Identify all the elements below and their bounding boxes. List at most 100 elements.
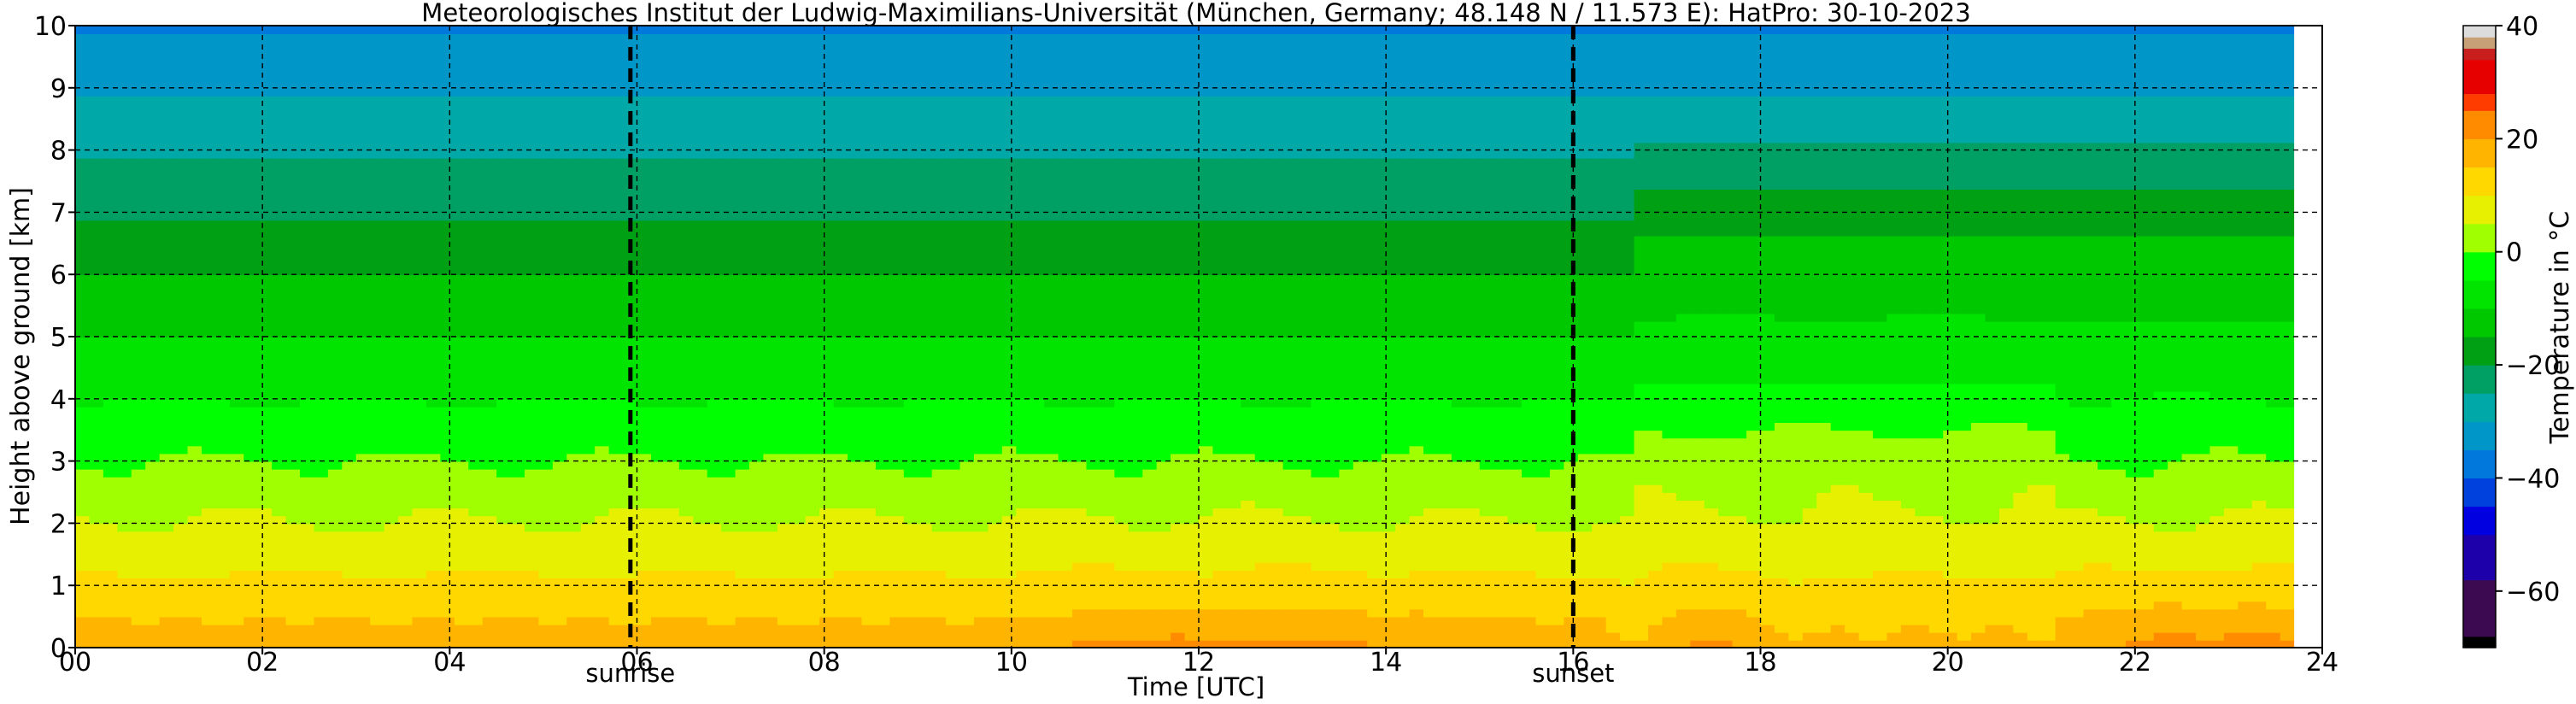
heatmap-cell <box>819 538 835 548</box>
heatmap-cell <box>665 344 680 354</box>
heatmap-cell <box>566 585 582 595</box>
heatmap-cell <box>595 344 610 354</box>
heatmap-cell <box>538 189 554 198</box>
heatmap-cell <box>791 570 807 578</box>
heatmap-cell <box>285 250 301 260</box>
heatmap-cell <box>552 165 568 174</box>
heatmap-cell <box>665 538 680 548</box>
heatmap-cell <box>244 150 259 159</box>
heatmap-cell <box>370 150 385 159</box>
heatmap-cell <box>805 243 821 252</box>
heatmap-cell <box>384 313 399 322</box>
heatmap-cell <box>201 328 217 337</box>
heatmap-cell <box>805 601 821 610</box>
heatmap-cell <box>244 344 259 354</box>
heatmap-cell <box>552 492 568 501</box>
heatmap-cell <box>946 538 961 548</box>
heatmap-cell <box>468 250 484 260</box>
heatmap-cell <box>889 337 905 345</box>
heatmap-cell <box>665 398 680 408</box>
heatmap-cell <box>257 484 273 493</box>
heatmap-cell <box>777 492 793 501</box>
heatmap-cell <box>103 406 119 415</box>
heatmap-cell <box>678 578 695 587</box>
heatmap-cell <box>342 290 357 299</box>
heatmap-cell <box>595 181 610 190</box>
heatmap-cell <box>145 305 161 314</box>
heatmap-cell <box>918 204 933 214</box>
heatmap-cell <box>75 608 91 618</box>
heatmap-cell <box>482 64 498 73</box>
heatmap-cell <box>75 320 91 330</box>
heatmap-cell <box>678 259 695 267</box>
heatmap-cell <box>496 305 512 314</box>
heatmap-cell <box>721 119 736 128</box>
heatmap-cell <box>103 546 119 555</box>
heatmap-cell <box>721 197 736 206</box>
heatmap-cell <box>468 282 484 291</box>
heatmap-cell <box>229 608 245 618</box>
heatmap-cell <box>384 95 399 104</box>
heatmap-cell <box>763 531 778 540</box>
heatmap-cell <box>412 453 427 462</box>
heatmap-cell <box>665 578 680 587</box>
heatmap-cell <box>946 531 961 540</box>
heatmap-cell <box>173 64 189 73</box>
heatmap-cell <box>608 227 624 237</box>
heatmap-cell <box>791 398 807 408</box>
heatmap-cell <box>229 430 245 439</box>
heatmap-cell <box>608 390 624 400</box>
heatmap-cell <box>552 337 568 345</box>
heatmap-cell <box>215 33 231 43</box>
heatmap-cell <box>482 33 498 43</box>
heatmap-cell <box>861 313 877 322</box>
heatmap-cell <box>398 561 414 571</box>
heatmap-cell <box>552 87 568 97</box>
heatmap-cell <box>89 585 104 595</box>
heatmap-cell <box>257 476 273 485</box>
heatmap-cell <box>355 406 372 415</box>
heatmap-cell <box>145 608 161 618</box>
heatmap-cell <box>580 360 596 369</box>
heatmap-cell <box>355 64 372 73</box>
heatmap-cell <box>538 616 554 625</box>
heatmap-cell <box>931 624 948 633</box>
heatmap-cell <box>468 601 484 610</box>
heatmap-cell <box>257 282 273 291</box>
heatmap-cell <box>159 41 174 50</box>
heatmap-cell <box>159 328 174 337</box>
heatmap-cell <box>665 507 680 517</box>
heatmap-cell <box>623 313 638 322</box>
heatmap-cell <box>398 173 414 182</box>
heatmap-cell <box>918 608 933 618</box>
heatmap-cell <box>173 375 189 384</box>
heatmap-cell <box>201 49 217 58</box>
heatmap-cell <box>538 375 554 384</box>
heatmap-cell <box>777 531 793 540</box>
heatmap-cell <box>327 119 343 128</box>
heatmap-cell <box>889 531 905 540</box>
heatmap-cell <box>482 570 498 578</box>
heatmap-cell <box>244 390 259 400</box>
heatmap-cell <box>145 95 161 104</box>
heatmap-cell <box>89 212 104 221</box>
heatmap-cell <box>201 631 217 641</box>
heatmap-cell <box>496 173 512 182</box>
heatmap-cell <box>103 507 119 517</box>
heatmap-cell <box>398 227 414 237</box>
heatmap-cell <box>342 492 357 501</box>
heatmap-cell <box>608 468 624 478</box>
heatmap-cell <box>412 570 427 578</box>
heatmap-cell <box>89 367 104 377</box>
heatmap-cell <box>482 390 498 400</box>
heatmap-cell <box>398 492 414 501</box>
heatmap-cell <box>763 523 778 532</box>
heatmap-cell <box>749 344 765 354</box>
heatmap-cell <box>552 375 568 384</box>
heatmap-cell <box>580 624 596 633</box>
heatmap-cell <box>608 523 624 532</box>
heatmap-cell <box>482 500 498 509</box>
heatmap-cell <box>861 243 877 252</box>
heatmap-cell <box>805 95 821 104</box>
heatmap-cell <box>131 41 147 50</box>
